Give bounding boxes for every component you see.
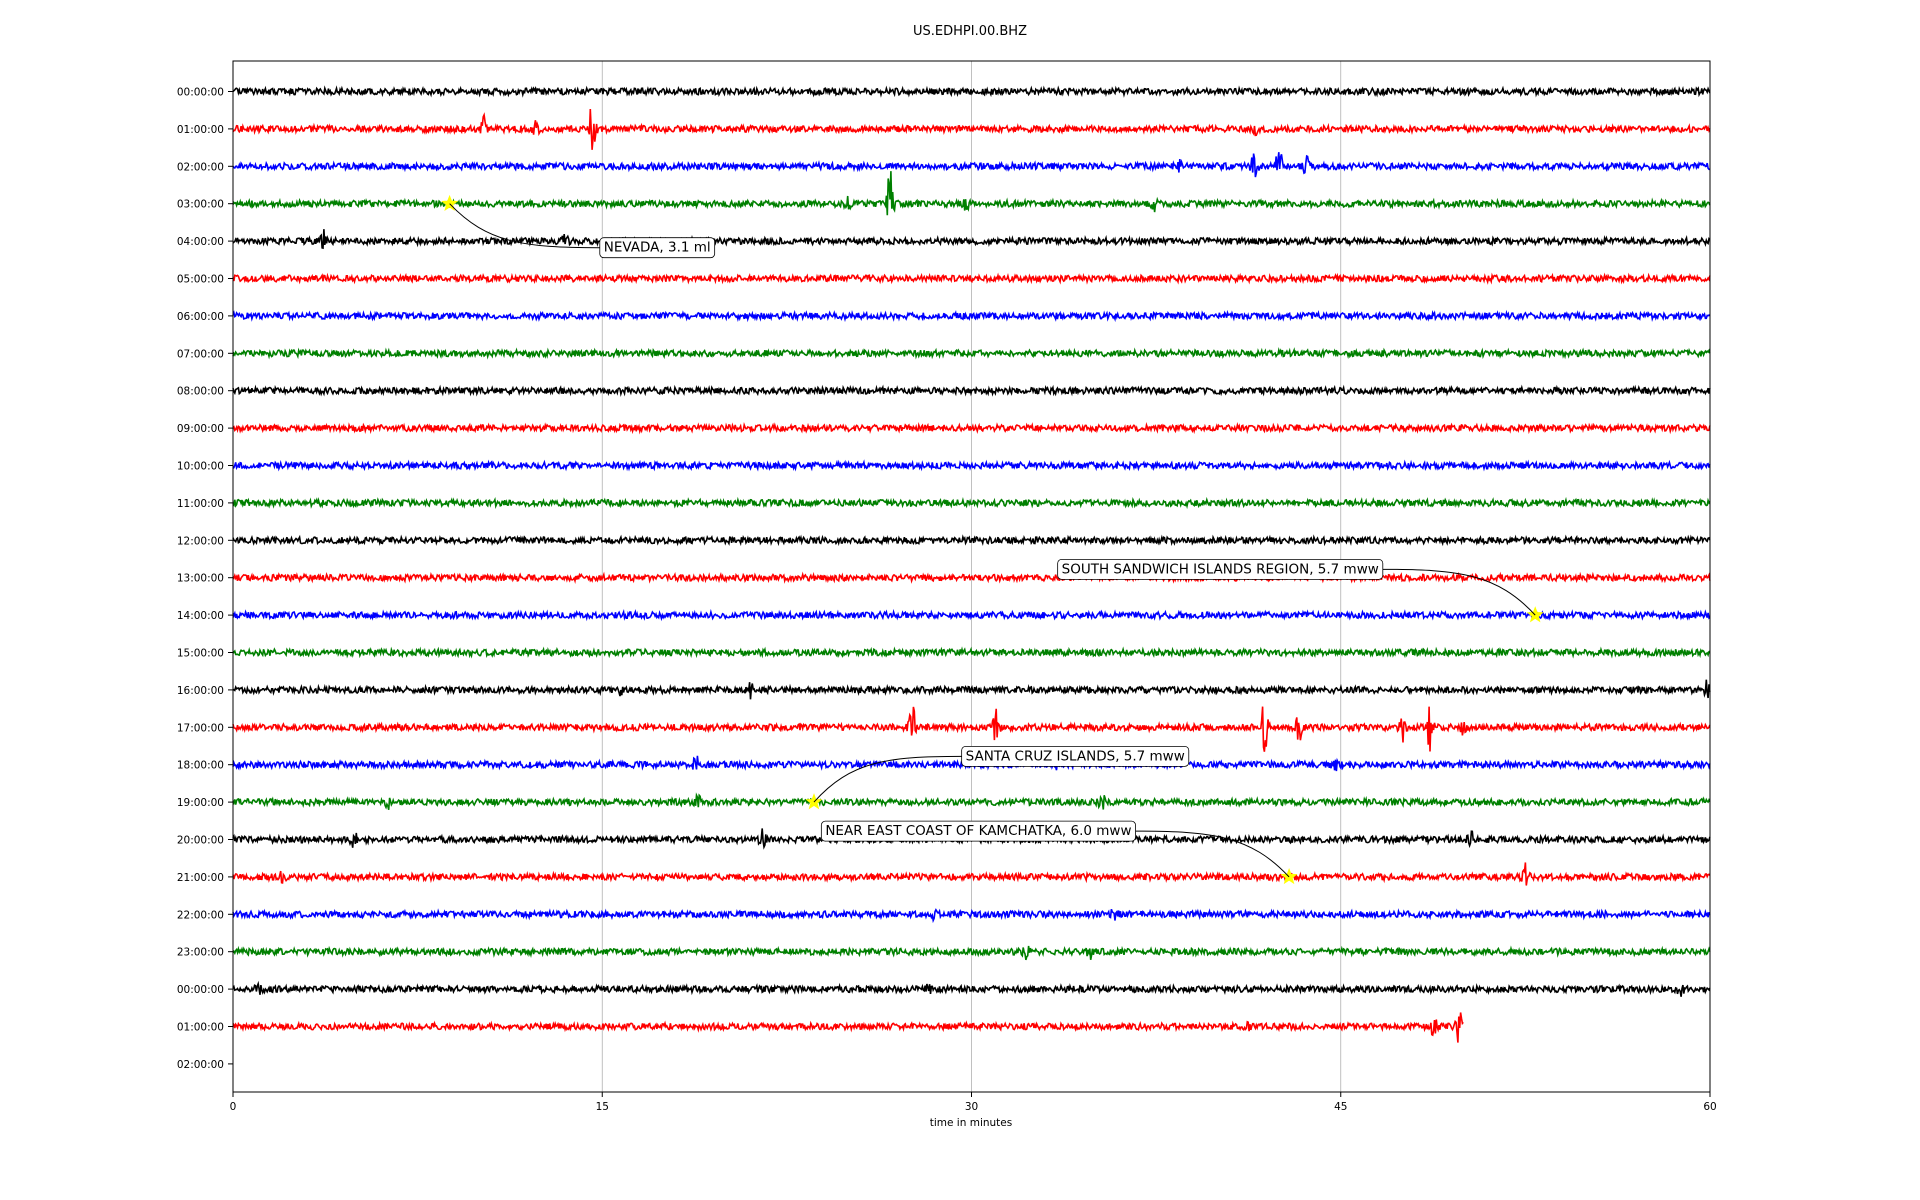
y-tick-label-3: 03:00:00 (177, 199, 224, 211)
y-tick-label-4: 04:00:00 (177, 236, 224, 248)
trace-row-8 (232, 384, 1711, 397)
trace-row-11 (232, 496, 1711, 510)
y-tick-label-12: 12:00:00 (177, 535, 224, 547)
event-connector-1 (1382, 568, 1536, 616)
event-label-3: NEAR EAST COAST OF KAMCHATKA, 6.0 mww (825, 823, 1131, 839)
trace-row-3 (232, 171, 1711, 216)
trace-row-1 (232, 108, 1711, 150)
chart-title: US.EDHPI.00.BHZ (913, 24, 1027, 39)
event-annotation-1: SOUTH SANDWICH ISLANDS REGION, 5.7 mww (1057, 558, 1536, 616)
trace-row-16 (232, 679, 1711, 700)
trace-row-0 (232, 85, 1711, 98)
trace-row-25 (232, 1012, 1464, 1043)
y-tick-label-11: 11:00:00 (177, 498, 224, 510)
x-axis-label: time in minutes (930, 1117, 1012, 1129)
y-tick-label-20: 20:00:00 (177, 835, 224, 847)
trace-row-23 (232, 945, 1711, 961)
y-tick-label-24: 00:00:00 (177, 984, 224, 996)
event-label-2: SANTA CRUZ ISLANDS, 5.7 mww (966, 748, 1185, 764)
event-annotation-2: SANTA CRUZ ISLANDS, 5.7 mww (813, 745, 1190, 803)
trace-row-10 (232, 459, 1711, 472)
trace-row-6 (232, 309, 1711, 323)
event-annotations: NEVADA, 3.1 ml SOUTH SANDWICH ISLANDS REG… (449, 203, 1536, 878)
trace-row-2 (232, 152, 1710, 178)
y-tick-label-0: 00:00:00 (177, 87, 224, 99)
y-tick-label-1: 01:00:00 (177, 124, 224, 136)
x-tick-label-2: 30 (965, 1101, 978, 1113)
x-axis-ticks: 0 15 30 45 60 (230, 1092, 1717, 1113)
y-tick-label-17: 17:00:00 (177, 722, 224, 734)
trace-row-21 (232, 862, 1711, 886)
trace-row-12 (232, 534, 1711, 547)
trace-row-22 (232, 908, 1711, 924)
y-tick-label-26: 02:00:00 (177, 1059, 224, 1071)
trace-row-15 (232, 646, 1711, 659)
event-label-0: NEVADA, 3.1 ml (604, 240, 711, 256)
x-tick-label-1: 15 (596, 1101, 609, 1113)
y-tick-label-16: 16:00:00 (177, 685, 224, 697)
y-tick-label-22: 22:00:00 (177, 909, 224, 921)
y-axis-ticks: 00:00:00 01:00:00 02:00:00 03:00:00 04:00:00… (177, 87, 233, 1071)
y-tick-label-8: 08:00:00 (177, 386, 224, 398)
y-tick-label-13: 13:00:00 (177, 573, 224, 585)
y-tick-label-15: 15:00:00 (177, 648, 224, 660)
trace-row-4 (232, 229, 1711, 250)
trace-row-19 (232, 792, 1711, 810)
y-tick-label-5: 05:00:00 (177, 274, 224, 286)
trace-row-24 (232, 980, 1711, 997)
y-tick-label-23: 23:00:00 (177, 947, 224, 959)
trace-row-7 (232, 347, 1711, 360)
y-tick-label-14: 14:00:00 (177, 610, 224, 622)
event-label-box-1 (1057, 558, 1384, 580)
event-label-box-3 (820, 820, 1136, 842)
traces (232, 85, 1711, 1043)
trace-row-5 (232, 272, 1711, 285)
y-tick-label-19: 19:00:00 (177, 797, 224, 809)
event-connector-2 (813, 755, 962, 803)
trace-row-17 (232, 706, 1711, 752)
x-tick-label-3: 45 (1334, 1101, 1347, 1113)
y-tick-label-10: 10:00:00 (177, 461, 224, 473)
event-annotation-3: NEAR EAST COAST OF KAMCHATKA, 6.0 mww (820, 820, 1290, 878)
trace-row-13 (232, 571, 1711, 584)
event-star-icon-0 (441, 194, 459, 211)
event-label-box-2 (961, 745, 1190, 767)
event-connector-3 (1135, 830, 1290, 878)
trace-row-14 (232, 608, 1711, 622)
y-tick-label-25: 01:00:00 (177, 1022, 224, 1034)
y-tick-label-9: 09:00:00 (177, 423, 224, 435)
y-tick-label-2: 02:00:00 (177, 161, 224, 173)
event-connector-0 (449, 203, 600, 249)
y-tick-label-7: 07:00:00 (177, 348, 224, 360)
x-tick-label-0: 0 (230, 1101, 237, 1113)
x-tick-label-4: 60 (1703, 1101, 1716, 1113)
event-annotation-0: NEVADA, 3.1 ml (449, 203, 716, 259)
y-tick-label-18: 18:00:00 (177, 760, 224, 772)
y-tick-label-21: 21:00:00 (177, 872, 224, 884)
trace-row-9 (232, 421, 1711, 435)
y-tick-label-6: 06:00:00 (177, 311, 224, 323)
event-label-box-0 (599, 237, 716, 259)
event-label-1: SOUTH SANDWICH ISLANDS REGION, 5.7 mww (1062, 561, 1379, 577)
